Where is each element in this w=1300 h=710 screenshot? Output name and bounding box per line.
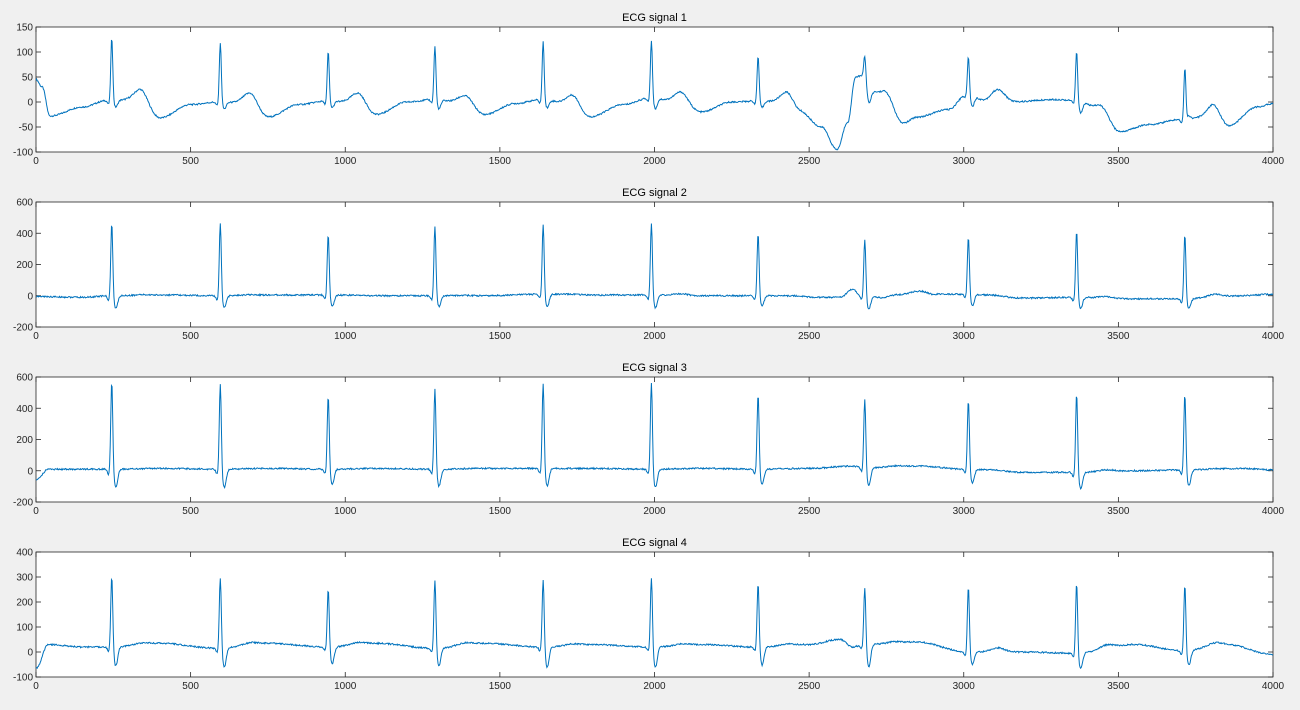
y-tick-label: 600	[16, 373, 33, 384]
x-tick-label: 3000	[953, 331, 976, 342]
y-tick-label: -100	[13, 148, 33, 159]
ecg-trace	[35, 577, 1274, 670]
x-tick-label: 1500	[489, 156, 512, 167]
x-tick-label: 3500	[1107, 156, 1130, 167]
x-tick-label: 1000	[334, 681, 357, 692]
x-tick-label: 1500	[489, 506, 512, 517]
y-tick-label: 300	[16, 573, 33, 584]
x-tick-label: 2000	[643, 331, 666, 342]
x-tick-label: 2500	[798, 331, 821, 342]
y-tick-label: 200	[16, 435, 33, 446]
axes-box	[35, 551, 1274, 678]
y-tick-label: -50	[19, 123, 34, 134]
x-tick-label: 0	[33, 156, 39, 167]
x-tick-label: 1000	[334, 506, 357, 517]
ecg-subplot-4: ECG signal 40 500 1000 1500 2000 2500 3000 3500…	[13, 537, 1285, 692]
x-tick-label: 2000	[643, 506, 666, 517]
y-tick-label: 50	[22, 73, 34, 84]
y-tick-label: 200	[16, 260, 33, 271]
x-tick-label: 3000	[953, 156, 976, 167]
y-tick-label: 100	[16, 48, 33, 59]
ecg-subplot-2: ECG signal 20 500 1000 1500 2000 2500 3000 3500…	[13, 187, 1285, 342]
ecg-trace	[35, 39, 1274, 151]
x-tick-label: 4000	[1262, 681, 1285, 692]
y-tick-label: 200	[16, 598, 33, 609]
x-tick-label: 0	[33, 681, 39, 692]
x-tick-label: 4000	[1262, 156, 1285, 167]
x-tick-label: 3000	[953, 506, 976, 517]
x-tick-label: 2500	[798, 506, 821, 517]
ecg-subplot-1: ECG signal 10 500 1000 1500 2000 2500 3000 3500…	[13, 12, 1285, 167]
x-tick-label: 2500	[798, 156, 821, 167]
plot-title: ECG signal 2	[622, 187, 687, 199]
y-tick-label: 0	[27, 648, 33, 659]
axes-box	[35, 26, 1274, 153]
x-tick-label: 3500	[1107, 681, 1130, 692]
plot-title: ECG signal 4	[622, 537, 687, 549]
y-tick-label: -100	[13, 673, 33, 684]
y-tick-label: 400	[16, 548, 33, 559]
x-tick-label: 500	[182, 331, 199, 342]
y-tick-label: 0	[27, 291, 33, 302]
ecg-subplot-3: ECG signal 30 500 1000 1500 2000 2500 3000 3500…	[13, 362, 1285, 517]
plot-title: ECG signal 1	[622, 12, 687, 24]
y-tick-label: -200	[13, 323, 33, 334]
x-tick-label: 3000	[953, 681, 976, 692]
x-tick-label: 1000	[334, 156, 357, 167]
y-tick-label: 600	[16, 198, 33, 209]
x-tick-label: 0	[33, 506, 39, 517]
y-tick-label: 100	[16, 623, 33, 634]
x-tick-label: 1500	[489, 331, 512, 342]
x-tick-label: 500	[182, 506, 199, 517]
x-tick-label: 4000	[1262, 506, 1285, 517]
y-tick-label: 400	[16, 229, 33, 240]
y-tick-label: 0	[27, 466, 33, 477]
x-tick-label: 4000	[1262, 331, 1285, 342]
plot-title: ECG signal 3	[622, 362, 687, 374]
y-tick-label: -200	[13, 498, 33, 509]
ecg-trace	[35, 382, 1274, 490]
x-tick-label: 1500	[489, 681, 512, 692]
ecg-trace	[35, 223, 1274, 310]
x-tick-label: 2000	[643, 681, 666, 692]
x-tick-label: 500	[182, 681, 199, 692]
y-tick-label: 150	[16, 23, 33, 34]
x-tick-label: 3500	[1107, 506, 1130, 517]
x-tick-label: 1000	[334, 331, 357, 342]
x-tick-label: 0	[33, 331, 39, 342]
y-tick-label: 400	[16, 404, 33, 415]
y-tick-label: 0	[27, 98, 33, 109]
x-tick-label: 2500	[798, 681, 821, 692]
x-tick-label: 2000	[643, 156, 666, 167]
x-tick-label: 3500	[1107, 331, 1130, 342]
x-tick-label: 500	[182, 156, 199, 167]
